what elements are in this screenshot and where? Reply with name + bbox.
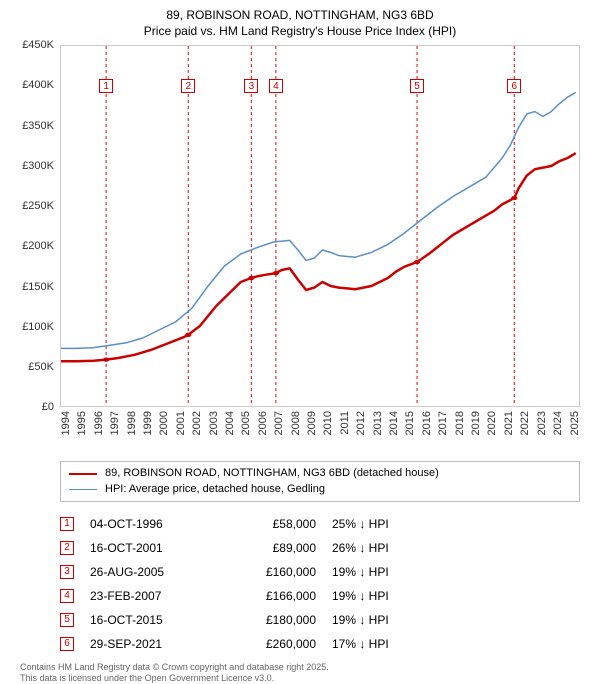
legend-swatch <box>69 473 97 475</box>
title-line2: Price paid vs. HM Land Registry's House … <box>10 24 590 40</box>
x-tick-label: 2011 <box>339 411 351 435</box>
x-tick-label: 2016 <box>421 411 433 435</box>
sale-pct: 19% ↓ HPI <box>332 589 442 603</box>
sale-date: 26-AUG-2005 <box>90 565 210 579</box>
x-axis-ticks: 1994 1995 1996 1997 1998 1999 2000 2001 2002 2003… <box>60 407 580 455</box>
x-tick-label: 2002 <box>191 411 203 435</box>
sale-date: 04-OCT-1996 <box>90 517 210 531</box>
x-tick-label: 2009 <box>306 411 318 435</box>
x-tick-label: 2006 <box>257 411 269 435</box>
sale-pct: 19% ↓ HPI <box>332 613 442 627</box>
sales-marker: 2 <box>60 541 74 555</box>
event-marker: 2 <box>181 79 195 93</box>
sales-row: 4 23-FEB-2007 £166,000 19% ↓ HPI <box>60 584 580 608</box>
y-tick-label: £350K <box>22 120 54 132</box>
sales-marker: 6 <box>60 637 74 651</box>
y-tick-label: £250K <box>22 200 54 212</box>
sales-row: 5 16-OCT-2015 £180,000 19% ↓ HPI <box>60 608 580 632</box>
legend: 89, ROBINSON ROAD, NOTTINGHAM, NG3 6BD (… <box>60 461 580 502</box>
event-marker: 4 <box>269 79 283 93</box>
sale-pct: 25% ↓ HPI <box>332 517 442 531</box>
footer-line1: Contains HM Land Registry data © Crown c… <box>20 662 580 673</box>
y-axis-ticks: £0£50K£100K£150K£200K£250K£300K£350K£400… <box>10 45 58 407</box>
x-tick-label: 2004 <box>224 411 236 435</box>
x-tick-label: 2012 <box>355 411 367 435</box>
footer: Contains HM Land Registry data © Crown c… <box>20 662 580 684</box>
sales-marker: 5 <box>60 613 74 627</box>
x-tick-label: 1994 <box>60 411 72 435</box>
legend-label: HPI: Average price, detached house, Gedl… <box>105 482 325 497</box>
sale-price: £166,000 <box>226 589 316 603</box>
event-marker: 5 <box>410 79 424 93</box>
sale-date: 23-FEB-2007 <box>90 589 210 603</box>
sale-pct: 19% ↓ HPI <box>332 565 442 579</box>
sale-date: 29-SEP-2021 <box>90 637 210 651</box>
sales-marker: 4 <box>60 589 74 603</box>
x-tick-label: 2010 <box>322 411 334 435</box>
sales-row: 1 04-OCT-1996 £58,000 25% ↓ HPI <box>60 512 580 536</box>
x-tick-label: 2018 <box>454 411 466 435</box>
x-tick-label: 2008 <box>290 411 302 435</box>
sale-price: £89,000 <box>226 541 316 555</box>
x-tick-label: 2022 <box>519 411 531 435</box>
x-tick-label: 1998 <box>126 411 138 435</box>
x-tick-label: 1997 <box>109 411 121 435</box>
footer-line2: This data is licensed under the Open Gov… <box>20 673 580 684</box>
x-tick-label: 2023 <box>536 411 548 435</box>
x-tick-label: 1999 <box>142 411 154 435</box>
x-tick-label: 2025 <box>569 411 581 435</box>
sale-price: £180,000 <box>226 613 316 627</box>
chart-area: £0 £50K £100K £150K £200K £250K £300K £350K £400… <box>10 45 590 455</box>
sale-date: 16-OCT-2001 <box>90 541 210 555</box>
x-tick-label: 2005 <box>240 411 252 435</box>
sales-table: 1 04-OCT-1996 £58,000 25% ↓ HPI 2 16-OCT-2001… <box>60 512 580 656</box>
x-tick-label: 1995 <box>76 411 88 435</box>
sales-marker: 1 <box>60 517 74 531</box>
sale-pct: 26% ↓ HPI <box>332 541 442 555</box>
x-tick-label: 2007 <box>273 411 285 435</box>
chart-container: 89, ROBINSON ROAD, NOTTINGHAM, NG3 6BD P… <box>0 0 600 680</box>
sale-price: £160,000 <box>226 565 316 579</box>
plot-area: 1 2 34 5 6 <box>60 45 580 407</box>
y-tick-label: £150K <box>22 281 54 293</box>
event-marker: 1 <box>99 79 113 93</box>
x-tick-label: 2003 <box>208 411 220 435</box>
plot-svg <box>61 46 579 406</box>
sale-price: £260,000 <box>226 637 316 651</box>
sale-date: 16-OCT-2015 <box>90 613 210 627</box>
x-tick-label: 2021 <box>503 411 515 435</box>
x-tick-label: 2014 <box>388 411 400 435</box>
sale-pct: 17% ↓ HPI <box>332 637 442 651</box>
title-block: 89, ROBINSON ROAD, NOTTINGHAM, NG3 6BD P… <box>10 8 590 39</box>
x-tick-label: 2024 <box>552 411 564 435</box>
x-tick-label: 2017 <box>437 411 449 435</box>
y-tick-label: £200K <box>22 240 54 252</box>
sale-price: £58,000 <box>226 517 316 531</box>
x-tick-label: 2013 <box>372 411 384 435</box>
x-tick-label: 2001 <box>175 411 187 435</box>
legend-row: 89, ROBINSON ROAD, NOTTINGHAM, NG3 6BD (… <box>69 466 571 481</box>
x-tick-label: 2020 <box>486 411 498 435</box>
x-tick-label: 2000 <box>158 411 170 435</box>
y-tick-label: £50K <box>28 361 54 373</box>
y-tick-label: £400K <box>22 79 54 91</box>
y-tick-label: £0 <box>42 401 54 413</box>
sales-row: 3 26-AUG-2005 £160,000 19% ↓ HPI <box>60 560 580 584</box>
legend-label: 89, ROBINSON ROAD, NOTTINGHAM, NG3 6BD (… <box>105 466 439 481</box>
sales-row: 6 29-SEP-2021 £260,000 17% ↓ HPI <box>60 632 580 656</box>
legend-row: HPI: Average price, detached house, Gedl… <box>69 482 571 497</box>
event-marker: 3 <box>244 79 258 93</box>
sales-row: 2 16-OCT-2001 £89,000 26% ↓ HPI <box>60 536 580 560</box>
event-marker: 6 <box>507 79 521 93</box>
y-tick-label: £100K <box>22 321 54 333</box>
title-line1: 89, ROBINSON ROAD, NOTTINGHAM, NG3 6BD <box>10 8 590 24</box>
y-tick-label: £450K <box>22 39 54 51</box>
x-tick-label: 1996 <box>93 411 105 435</box>
x-tick-label: 2015 <box>404 411 416 435</box>
sales-marker: 3 <box>60 565 74 579</box>
x-tick-label: 2019 <box>470 411 482 435</box>
y-tick-label: £300K <box>22 160 54 172</box>
legend-swatch <box>69 489 97 490</box>
